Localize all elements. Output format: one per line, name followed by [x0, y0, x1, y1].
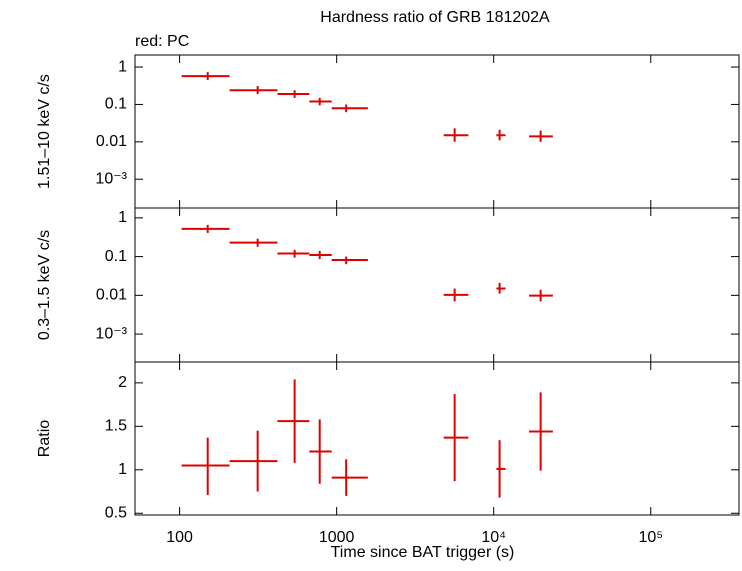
y-tick-label: 1 [118, 209, 127, 226]
y-tick-label: 1 [118, 58, 127, 75]
x-tick-label: 10⁵ [639, 529, 663, 546]
y-tick-label: 0.01 [96, 287, 127, 304]
x-tick-label: 1000 [319, 529, 355, 546]
y-tick-label: 10⁻³ [95, 170, 127, 187]
y-tick-label: 2 [118, 374, 127, 391]
x-tick-label: 100 [166, 529, 193, 546]
chart-subtitle: red: PC [135, 33, 189, 50]
y-tick-label: 10⁻³ [95, 325, 127, 342]
chart-title: Hardness ratio of GRB 181202A [320, 9, 550, 26]
y-axis-label: 1.51–10 keV c/s [36, 74, 53, 189]
y-axis-label: Ratio [36, 420, 53, 457]
y-tick-label: 1 [118, 461, 127, 478]
plot-frame [134, 54, 740, 209]
y-tick-label: 0.1 [105, 248, 127, 265]
y-tick-label: 0.1 [105, 96, 127, 113]
y-tick-label: 0.01 [96, 133, 127, 150]
x-tick-label: 10⁴ [481, 529, 506, 546]
plot-frame [134, 361, 740, 516]
plot-frame [134, 207, 740, 363]
y-tick-label: 0.5 [105, 504, 127, 521]
y-tick-label: 1.5 [105, 418, 127, 435]
y-axis-label: 0.3–1.5 keV c/s [36, 230, 53, 340]
x-axis-label: Time since BAT trigger (s) [331, 544, 515, 561]
